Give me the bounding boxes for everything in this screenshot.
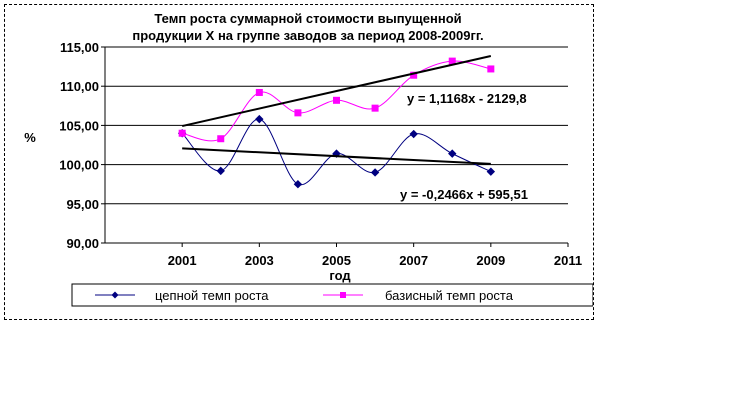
- legend: цепной темп роста базисный темп роста: [71, 283, 593, 307]
- chart-title-line-2: продукции Х на группе заводов за период …: [132, 28, 483, 43]
- data-point: [217, 135, 225, 143]
- trendline-equation-2: y = -0,2466x + 595,51: [400, 187, 528, 202]
- gridlines: [105, 46, 568, 205]
- trendline-2: [182, 147, 491, 165]
- y-tick-label: 105,00: [59, 118, 99, 133]
- data-point: [293, 179, 303, 189]
- data-point: [370, 168, 380, 177]
- x-axis-ticks: 2001 2003 2005 2007 2009 2011: [168, 243, 582, 268]
- series-1: [177, 114, 496, 189]
- data-point: [487, 65, 495, 73]
- y-tick-label: 95,00: [66, 197, 99, 212]
- data-point: [448, 149, 457, 158]
- y-tick-label: 90,00: [66, 236, 99, 251]
- data-point: [371, 104, 379, 112]
- trendline-equation-1: y = 1,1168x - 2129,8: [407, 91, 527, 106]
- data-point: [255, 88, 263, 96]
- data-point: [216, 166, 225, 176]
- x-tick-label: 2007: [399, 253, 428, 268]
- trendlines: [181, 55, 492, 165]
- chart-frame: Темп роста суммарной стоимости выпущенно…: [4, 4, 594, 320]
- legend-marker: [111, 291, 119, 299]
- trendline-1: [181, 55, 492, 128]
- y-tick-label: 100,00: [59, 158, 99, 173]
- data-point: [333, 96, 340, 104]
- legend-label: базисный темп роста: [385, 288, 514, 303]
- x-axis-label: год: [329, 268, 351, 283]
- y-tick-label: 110,00: [60, 79, 99, 94]
- x-tick-label: 2009: [476, 253, 505, 268]
- data-point: [294, 109, 302, 117]
- legend-item-1: цепной темп роста: [95, 288, 269, 303]
- line-chart: Темп роста суммарной стоимости выпущенно…: [24, 11, 593, 307]
- data-point: [409, 129, 418, 139]
- x-tick-label: 2001: [168, 253, 197, 268]
- y-axis-label: %: [24, 130, 36, 145]
- chart-title-line-1: Темп роста суммарной стоимости выпущенно…: [154, 11, 461, 26]
- data-point: [486, 167, 496, 176]
- legend-label: цепной темп роста: [155, 288, 269, 303]
- data-point: [448, 57, 456, 65]
- y-tick-label: 115,00: [60, 40, 99, 55]
- x-tick-label: 2005: [322, 253, 351, 268]
- data-point: [255, 114, 264, 124]
- x-tick-label: 2011: [554, 253, 582, 268]
- legend-marker: [340, 292, 346, 298]
- data-point: [178, 129, 186, 137]
- y-axis-ticks: 90,00 95,00 100,00 105,00 110,00 115,00: [59, 40, 105, 251]
- legend-item-2: базисный темп роста: [323, 288, 514, 303]
- x-tick-label: 2003: [245, 253, 274, 268]
- series-group: [177, 57, 496, 189]
